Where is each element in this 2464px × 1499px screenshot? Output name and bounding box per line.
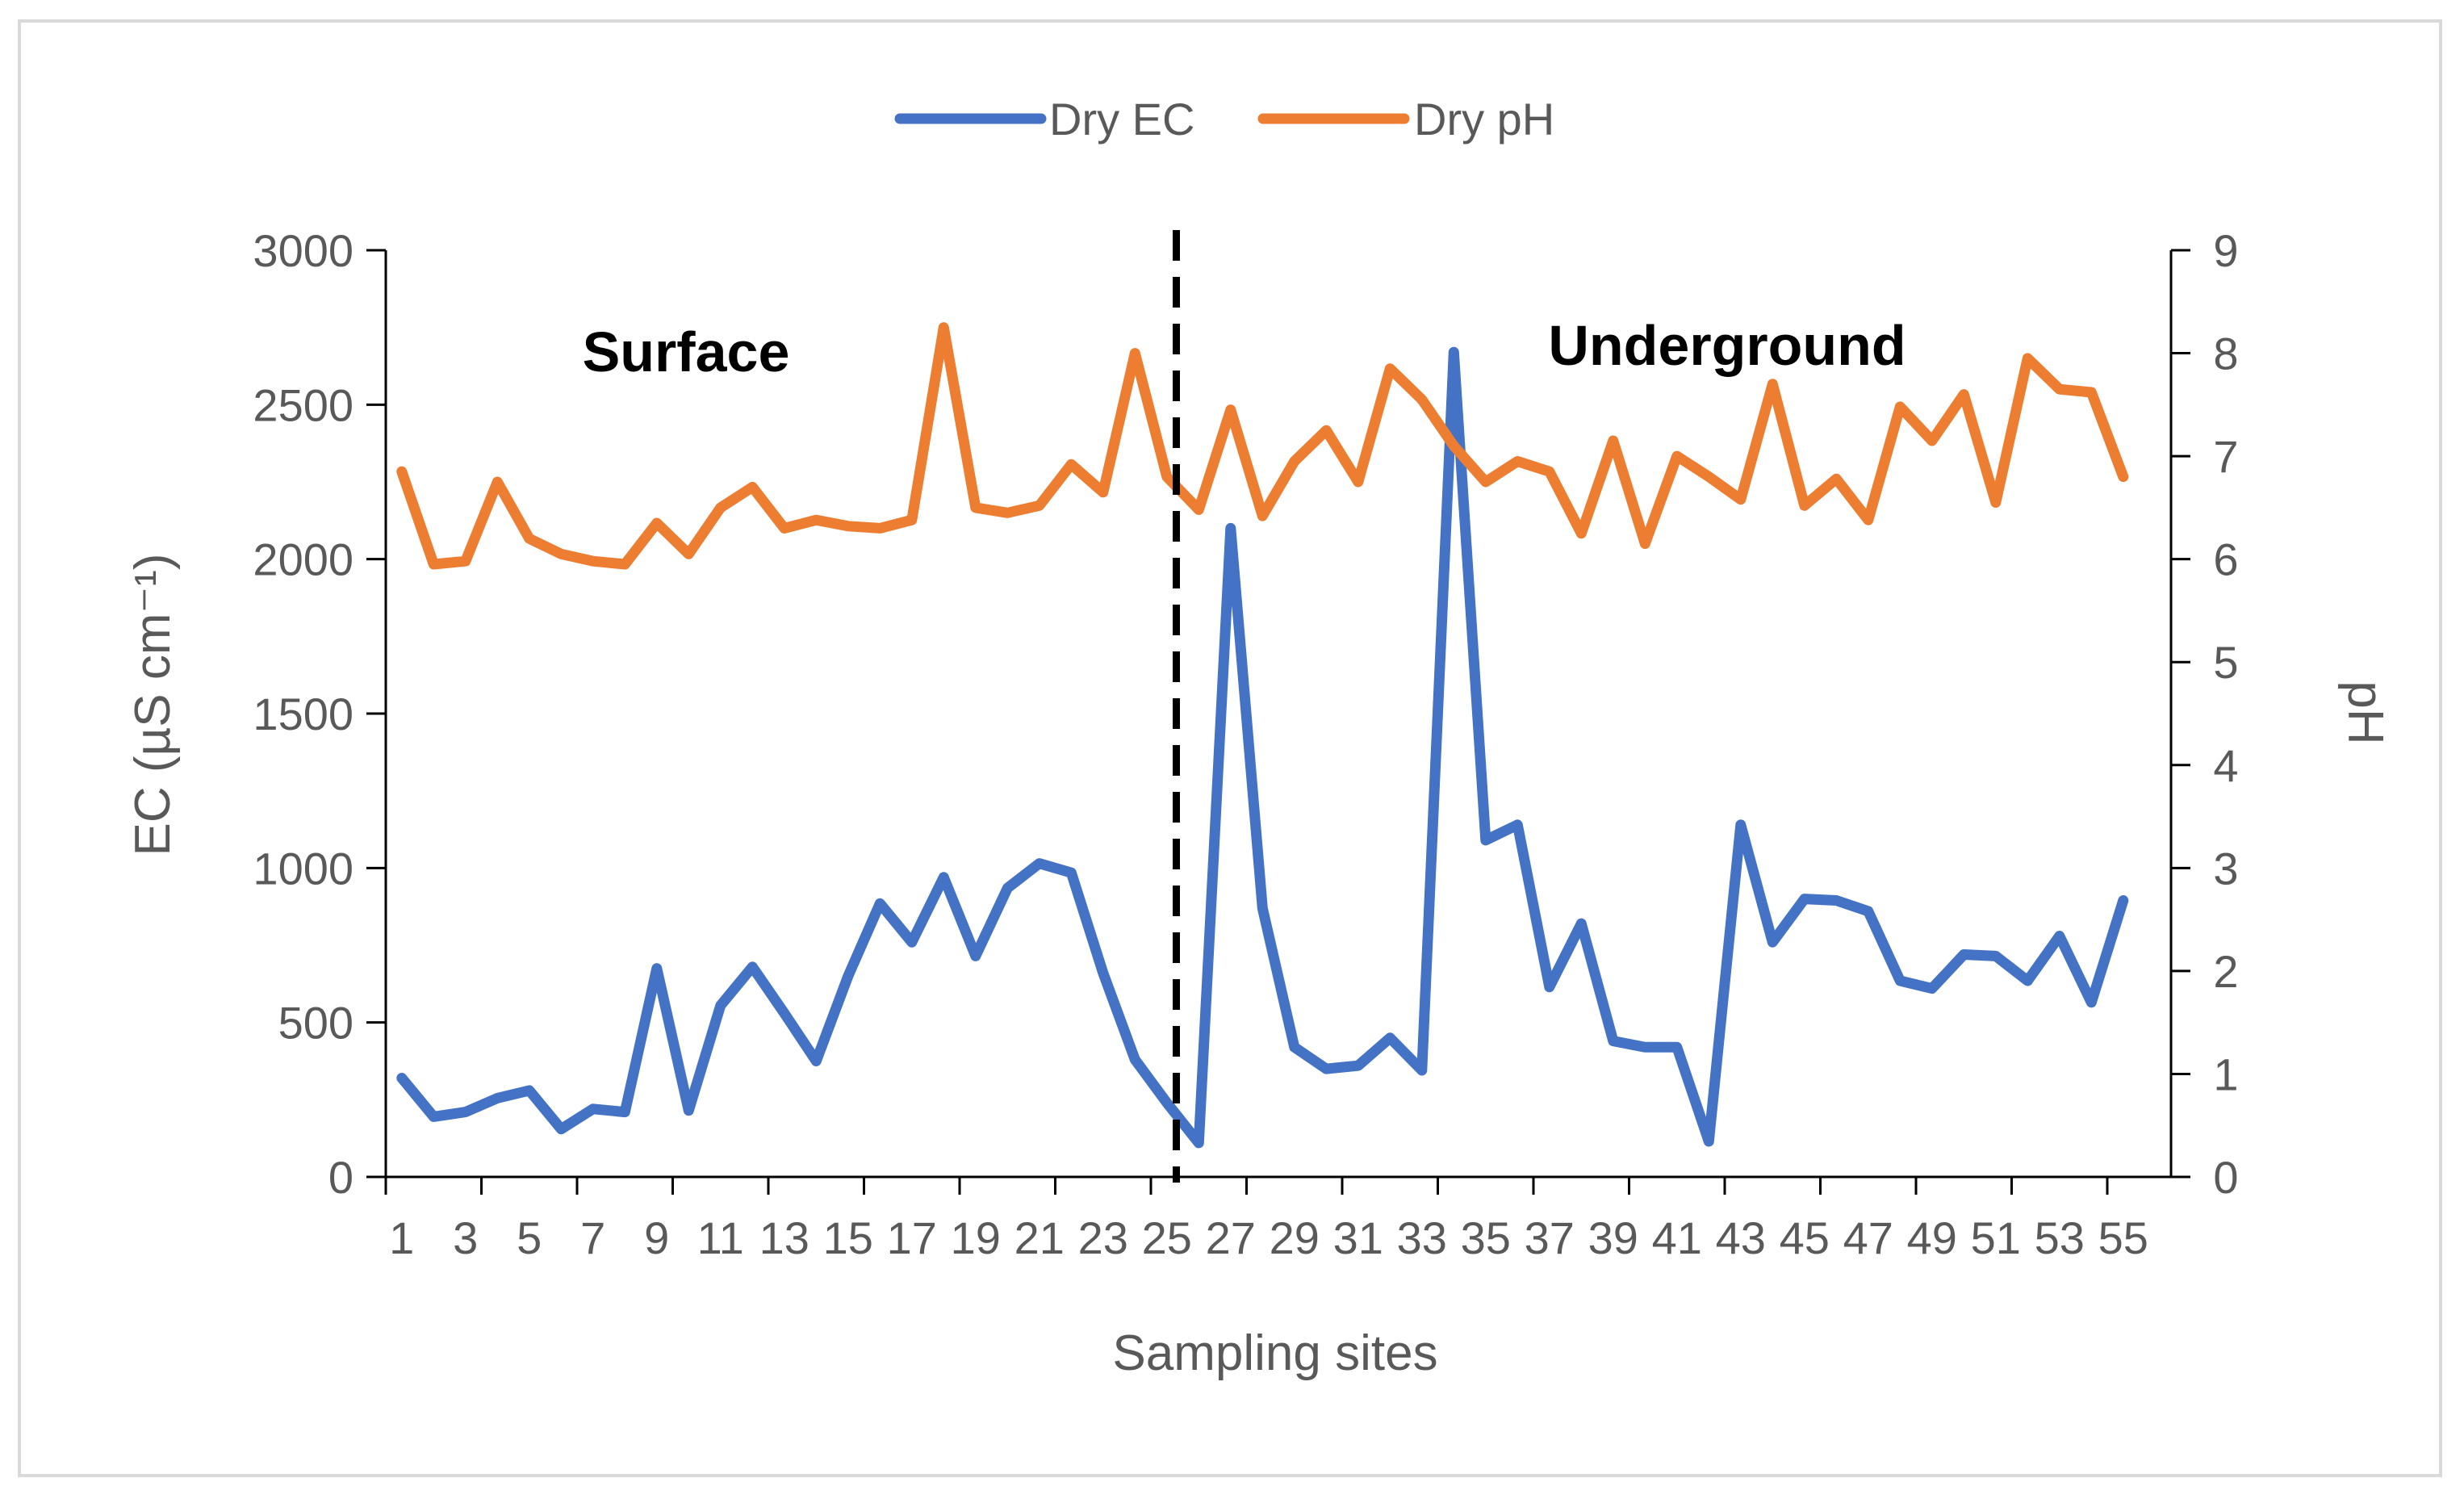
legend-label: Dry EC — [1049, 94, 1194, 144]
series-lines — [396, 322, 2129, 1149]
right-tick-label: 2 — [2213, 946, 2238, 997]
x-tick-label: 9 — [644, 1212, 669, 1263]
x-tick-label: 25 — [1142, 1212, 1192, 1263]
x-tick-label: 31 — [1333, 1212, 1383, 1263]
x-tick-label: 1 — [389, 1212, 414, 1263]
x-tick-label: 3 — [453, 1212, 478, 1263]
surface-label: Surface — [583, 320, 790, 383]
left-tick-label: 1500 — [253, 689, 353, 739]
x-tick-label: 5 — [517, 1212, 542, 1263]
left-axis-ticks: 0 500 1000 1500 2000 2500 3000 — [253, 225, 386, 1203]
legend: Dry EC Dry pH — [894, 94, 1554, 144]
x-tick-label: 37 — [1525, 1212, 1575, 1263]
right-tick-label: 5 — [2213, 637, 2238, 688]
x-tick-label: 17 — [887, 1212, 937, 1263]
left-tick-label: 2000 — [253, 534, 353, 585]
y2-axis-title: pH — [2337, 680, 2393, 744]
series-line-dry-ec — [396, 346, 2129, 1149]
underground-label: Underground — [1548, 314, 1906, 377]
x-tick-label: 19 — [951, 1212, 1001, 1263]
x-tick-label: 21 — [1014, 1212, 1065, 1263]
x-tick-label: 51 — [1971, 1212, 2021, 1263]
x-tick-label: 55 — [2098, 1212, 2148, 1263]
x-tick-label: 15 — [823, 1212, 873, 1263]
x-tick-label: 53 — [2035, 1212, 2085, 1263]
x-axis-ticks: 1 3 5 7 9 11 13 15 17 19 21 23 25 27 29 31 33 35 37 39 41 43 4… — [384, 1177, 2148, 1263]
series-line-dry-ph — [396, 322, 2129, 570]
left-tick-label: 2500 — [253, 379, 353, 430]
axes — [384, 250, 2173, 1179]
right-tick-label: 6 — [2213, 534, 2238, 585]
left-tick-label: 0 — [328, 1152, 353, 1203]
x-tick-label: 33 — [1397, 1212, 1447, 1263]
x-tick-label: 35 — [1461, 1212, 1511, 1263]
x-tick-label: 47 — [1843, 1212, 1893, 1263]
x-axis-title: Sampling sites — [1112, 1325, 1437, 1381]
x-tick-label: 49 — [1907, 1212, 1957, 1263]
right-axis-ticks: 0 1 2 3 4 5 6 7 8 9 — [2171, 225, 2239, 1203]
left-tick-label: 500 — [278, 998, 353, 1049]
right-tick-label: 0 — [2213, 1152, 2238, 1203]
right-tick-label: 9 — [2213, 225, 2238, 276]
left-tick-label: 3000 — [253, 225, 353, 276]
right-tick-label: 1 — [2213, 1049, 2238, 1099]
y-axis-title: EC (µS cm⁻¹) — [125, 554, 181, 856]
x-tick-label: 11 — [697, 1212, 744, 1263]
right-tick-label: 3 — [2213, 843, 2238, 894]
right-tick-label: 8 — [2213, 329, 2238, 379]
x-tick-label: 13 — [759, 1212, 809, 1263]
right-tick-label: 7 — [2213, 431, 2238, 482]
x-tick-label: 29 — [1270, 1212, 1320, 1263]
x-tick-label: 7 — [580, 1212, 605, 1263]
x-tick-label: 27 — [1206, 1212, 1256, 1263]
x-tick-label: 45 — [1780, 1212, 1830, 1263]
chart-frame — [18, 19, 2442, 1477]
legend-label: Dry pH — [1414, 94, 1554, 144]
x-tick-label: 43 — [1716, 1212, 1766, 1263]
left-tick-label: 1000 — [253, 843, 353, 894]
x-tick-label: 23 — [1078, 1212, 1128, 1263]
x-tick-label: 41 — [1652, 1212, 1702, 1263]
x-tick-label: 39 — [1588, 1212, 1638, 1263]
right-tick-label: 4 — [2213, 740, 2238, 791]
